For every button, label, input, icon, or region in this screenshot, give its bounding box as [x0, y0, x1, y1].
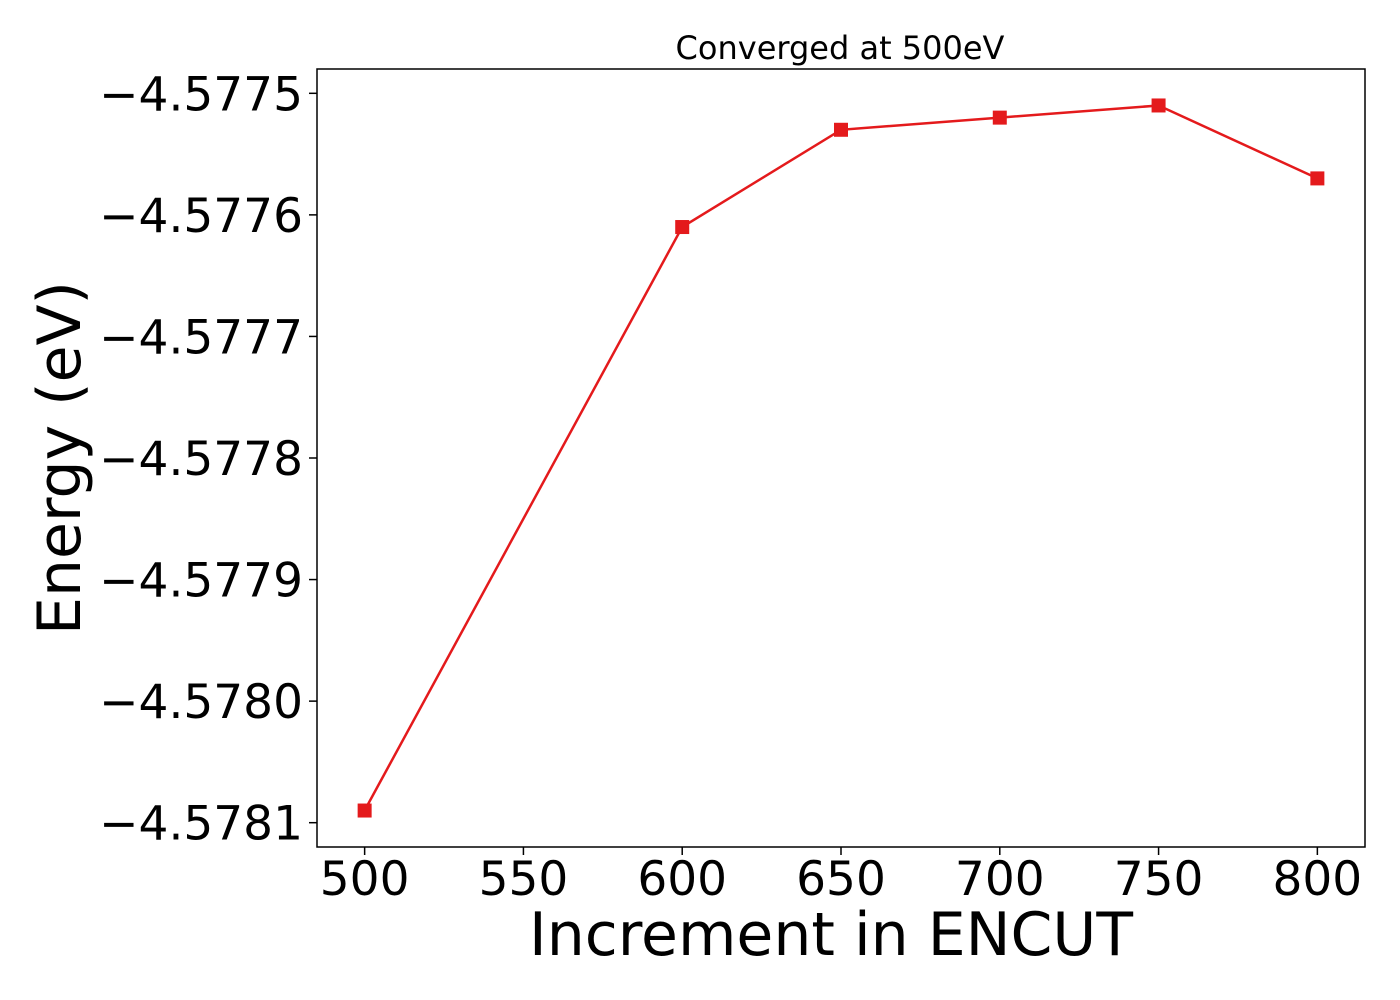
- data-point: [992, 110, 1007, 125]
- y-axis-label: Energy (eV): [25, 281, 95, 635]
- y-tick-label: −4.5777: [99, 310, 303, 365]
- x-tick-label: 800: [1273, 852, 1363, 907]
- x-tick-label: 750: [1114, 852, 1204, 907]
- y-tick-label: −4.5775: [99, 67, 303, 122]
- data-point: [1151, 98, 1166, 113]
- data-point: [834, 122, 848, 137]
- y-tick-label: −4.5781: [99, 797, 303, 852]
- y-axis: −4.5775 −4.5776 −4.5777 −4.5778 −4.5779 −4.57…: [99, 67, 317, 852]
- x-tick-label: 700: [955, 852, 1045, 907]
- x-axis: 500 550 600 650 700 750 800: [320, 847, 1362, 907]
- y-tick-label: −4.5779: [99, 554, 303, 609]
- x-tick-label: 500: [320, 852, 410, 907]
- x-tick-label: 550: [479, 852, 569, 907]
- x-axis-label: Increment in ENCUT: [529, 900, 1133, 970]
- data-point: [675, 220, 690, 235]
- chart-title: Converged at 500eV: [676, 29, 1005, 67]
- x-tick-label: 600: [637, 852, 727, 907]
- series-line: [363, 104, 1318, 812]
- plot-area: [316, 68, 1366, 848]
- data-point: [1310, 171, 1325, 186]
- y-tick-label: −4.5776: [99, 189, 303, 244]
- data-markers: [357, 98, 1325, 818]
- y-tick-label: −4.5778: [99, 432, 303, 487]
- data-point: [357, 803, 372, 818]
- y-tick-label: −4.5780: [99, 675, 303, 730]
- x-tick-label: 650: [796, 852, 886, 907]
